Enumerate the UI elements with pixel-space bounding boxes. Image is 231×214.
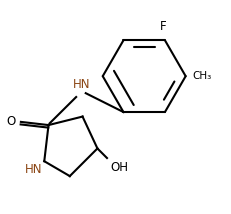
Text: HN: HN <box>25 163 42 176</box>
Text: CH₃: CH₃ <box>192 71 211 81</box>
Text: HN: HN <box>73 78 90 91</box>
Text: OH: OH <box>110 161 128 174</box>
Text: F: F <box>159 20 166 33</box>
Text: O: O <box>6 115 15 128</box>
